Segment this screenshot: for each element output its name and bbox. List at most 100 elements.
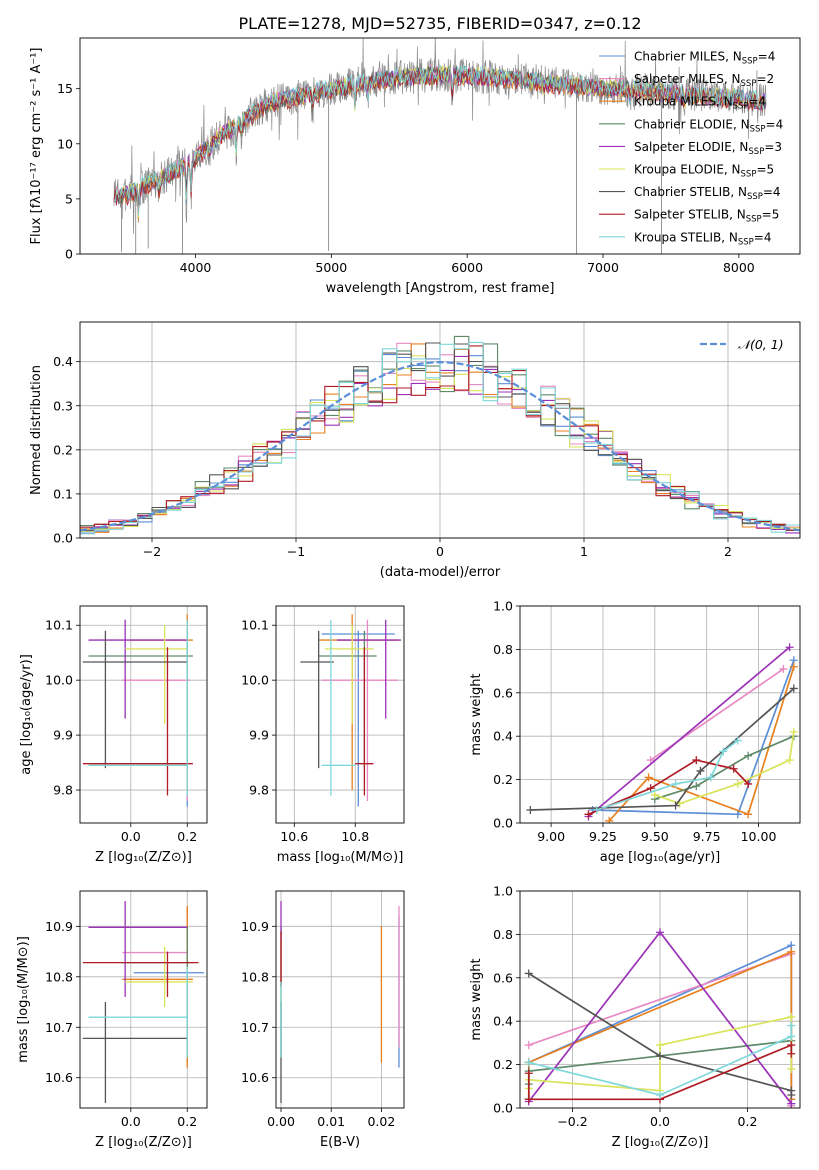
x-tick-label: 2 bbox=[724, 544, 732, 559]
x-tick-label: 0.02 bbox=[367, 1114, 395, 1129]
x-tick-label: −2 bbox=[143, 544, 161, 559]
weight-marker bbox=[733, 810, 742, 819]
weight-marker bbox=[789, 662, 798, 671]
y-tick-label: 9.8 bbox=[53, 783, 73, 798]
axes-frame bbox=[519, 890, 801, 1109]
y-tick-label: 0.4 bbox=[493, 1014, 513, 1029]
x-axis-label: Z [log₁₀(Z/Z⊙)] bbox=[95, 850, 192, 865]
y-tick-label: 0.2 bbox=[493, 1057, 513, 1072]
legend-label: Chabrier MILES, NSSP=4 bbox=[634, 50, 775, 67]
y-tick-label: 10.7 bbox=[45, 1020, 73, 1035]
weight-marker bbox=[656, 1051, 664, 1060]
weight-marker bbox=[671, 779, 680, 788]
x-tick-label: 10.00 bbox=[741, 829, 777, 844]
weight-marker bbox=[592, 805, 601, 814]
y-tick-label: 1.0 bbox=[493, 599, 513, 614]
weight-marker bbox=[524, 1069, 533, 1078]
weight-marker bbox=[719, 747, 728, 756]
plot-area bbox=[80, 335, 800, 535]
figure-title: PLATE=1278, MJD=52735, FIBERID=0347, z=0… bbox=[238, 14, 641, 33]
weight-marker bbox=[787, 1064, 796, 1073]
y-tick-label: 9.9 bbox=[249, 728, 269, 743]
y-tick-label: 10 bbox=[57, 136, 73, 151]
x-tick-label: 0.01 bbox=[317, 1114, 345, 1129]
legend-label: Salpeter ELODIE, NSSP=3 bbox=[634, 140, 782, 157]
weight-marker bbox=[744, 751, 753, 760]
x-axis-label: mass [log₁₀(M/M⊙)] bbox=[277, 850, 404, 865]
legend-label: Kroupa ELODIE, NSSP=5 bbox=[634, 163, 774, 180]
x-tick-label: −0.2 bbox=[557, 1114, 587, 1129]
y-tick-label: 5 bbox=[65, 191, 73, 206]
x-axis-label: Z [log₁₀(Z/Z⊙)] bbox=[612, 1135, 709, 1150]
y-tick-label: 0.6 bbox=[493, 970, 513, 985]
weight-marker bbox=[733, 736, 742, 745]
weight-marker bbox=[671, 801, 680, 810]
y-tick-label: 0.2 bbox=[53, 442, 73, 457]
y-tick-label: 0.0 bbox=[53, 531, 73, 546]
y-tick-label: 0.4 bbox=[493, 729, 513, 744]
y-tick-label: 10.8 bbox=[45, 969, 73, 984]
x-tick-label: 5000 bbox=[315, 260, 347, 275]
x-tick-label: 9.00 bbox=[537, 829, 565, 844]
weight-marker bbox=[692, 782, 701, 791]
x-tick-label: 6000 bbox=[451, 260, 483, 275]
y-tick-label: 10.0 bbox=[241, 673, 269, 688]
y-tick-label: 0.0 bbox=[493, 1101, 513, 1116]
weight-marker bbox=[789, 727, 798, 736]
legend-label: Chabrier ELODIE, NSSP=4 bbox=[634, 117, 783, 134]
weight-marker bbox=[650, 790, 659, 799]
x-axis-label: age [log₁₀(age/yr)] bbox=[600, 850, 721, 865]
y-tick-label: 15 bbox=[57, 81, 73, 96]
x-tick-label: 0 bbox=[436, 544, 444, 559]
weight-marker bbox=[744, 779, 753, 788]
weight-series-9 bbox=[528, 1025, 793, 1096]
y-tick-label: 0 bbox=[65, 247, 73, 262]
plot-area bbox=[82, 901, 205, 1103]
x-tick-label: 9.25 bbox=[589, 829, 617, 844]
x-tick-label: 7000 bbox=[587, 260, 619, 275]
y-tick-label: 0.6 bbox=[493, 685, 513, 700]
x-axis-label: Z [log₁₀(Z/Z⊙)] bbox=[95, 1135, 192, 1150]
x-tick-label: 1 bbox=[580, 544, 588, 559]
y-tick-label: 1.0 bbox=[493, 884, 513, 899]
y-tick-label: 10.9 bbox=[45, 919, 73, 934]
y-axis-label: Normed distribution bbox=[29, 365, 44, 495]
legend-label: Chabrier STELIB, NSSP=4 bbox=[634, 185, 781, 202]
axes-frame bbox=[519, 605, 801, 824]
x-tick-label: 4000 bbox=[180, 260, 212, 275]
weight-marker bbox=[526, 805, 535, 814]
y-tick-label: 10.6 bbox=[45, 1070, 73, 1085]
y-tick-label: 10.6 bbox=[241, 1070, 269, 1085]
weight-marker bbox=[787, 1049, 796, 1058]
weight-marker bbox=[789, 684, 798, 693]
weight-marker bbox=[785, 643, 794, 652]
weight-marker bbox=[787, 1041, 796, 1050]
age-vs-metallicity-chart: 0.0 0.2 9.8 9.9 10.0 10.1 Z [log₁₀(Z/Z⊙)] age [… bbox=[19, 605, 208, 865]
y-tick-label: 9.9 bbox=[53, 728, 73, 743]
weight-marker bbox=[779, 664, 788, 673]
plot-area bbox=[280, 901, 400, 1103]
y-axis-label: Flux [fλ10⁻¹⁷ erg cm⁻² s⁻¹ A⁻¹] bbox=[29, 48, 44, 245]
weight-marker bbox=[729, 764, 738, 773]
x-tick-label: 0.0 bbox=[650, 1114, 670, 1129]
plot-area bbox=[82, 614, 193, 807]
mass-vs-extinction-chart: 0.00 0.01 0.02 10.6 10.7 10.8 10.9 E(B-V) bbox=[241, 890, 405, 1150]
weight-marker bbox=[524, 1058, 533, 1067]
x-tick-label: 8000 bbox=[723, 260, 755, 275]
weight-marker bbox=[787, 1021, 796, 1030]
weight-marker bbox=[524, 1095, 533, 1104]
spectrum-legend: Chabrier MILES, NSSP=4 Salpeter MILES, NS… bbox=[599, 50, 783, 247]
y-axis-label: mass weight bbox=[469, 958, 484, 1040]
plot-area bbox=[526, 643, 798, 823]
residuals-histogram-chart: −2 −1 0 1 2 0.0 0.1 0.2 0.3 0.4 (data-model)/error… bbox=[29, 321, 801, 580]
weight-marker bbox=[646, 784, 655, 793]
y-tick-label: 10.1 bbox=[45, 618, 73, 633]
axes-frame bbox=[275, 890, 405, 1109]
weight-series-4 bbox=[654, 735, 795, 800]
y-axis-label: mass weight bbox=[469, 673, 484, 755]
x-tick-label: 9.75 bbox=[693, 829, 721, 844]
weight-marker bbox=[706, 773, 715, 782]
age-vs-mass-chart: 10.6 10.8 9.8 9.9 10.0 10.1 mass [log₁₀(M/M⊙)] bbox=[241, 605, 405, 865]
legend-label: Salpeter MILES, NSSP=2 bbox=[634, 72, 774, 89]
x-tick-label: 10.6 bbox=[280, 829, 308, 844]
